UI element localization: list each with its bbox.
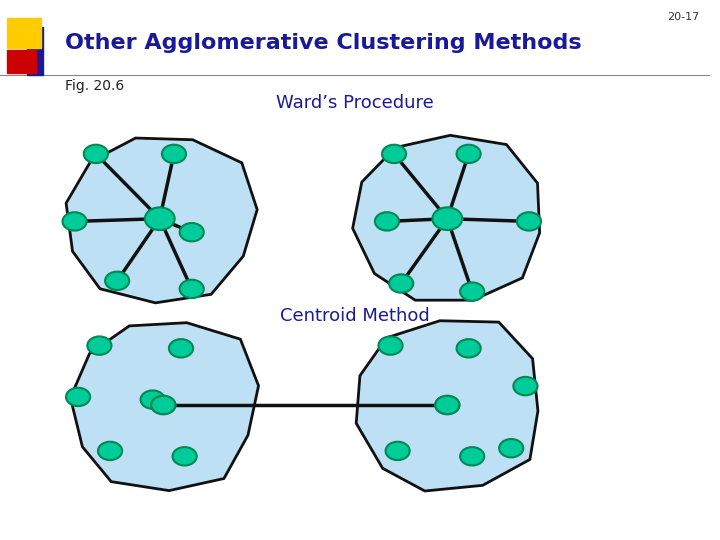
Circle shape bbox=[389, 274, 413, 293]
Circle shape bbox=[63, 212, 86, 231]
Circle shape bbox=[379, 336, 402, 355]
Circle shape bbox=[460, 447, 485, 465]
Circle shape bbox=[436, 396, 459, 414]
Circle shape bbox=[460, 282, 485, 301]
Circle shape bbox=[151, 396, 176, 414]
Circle shape bbox=[84, 145, 108, 163]
Text: 20-17: 20-17 bbox=[667, 12, 699, 22]
Circle shape bbox=[382, 145, 406, 163]
Circle shape bbox=[173, 447, 197, 465]
Circle shape bbox=[517, 212, 541, 231]
Circle shape bbox=[375, 212, 399, 231]
Bar bbox=[7, 50, 35, 73]
Circle shape bbox=[385, 442, 410, 460]
Circle shape bbox=[87, 336, 112, 355]
Circle shape bbox=[456, 145, 481, 163]
Circle shape bbox=[499, 439, 523, 457]
Circle shape bbox=[140, 390, 165, 409]
Circle shape bbox=[179, 280, 204, 298]
Bar bbox=[27, 27, 42, 75]
Text: Other Agglomerative Clustering Methods: Other Agglomerative Clustering Methods bbox=[66, 33, 582, 53]
Circle shape bbox=[513, 377, 538, 395]
Circle shape bbox=[105, 272, 129, 290]
Circle shape bbox=[98, 442, 122, 460]
Circle shape bbox=[169, 339, 193, 357]
Circle shape bbox=[151, 396, 176, 414]
Bar bbox=[7, 18, 41, 48]
Polygon shape bbox=[356, 321, 538, 491]
Polygon shape bbox=[66, 138, 257, 303]
Text: Centroid Method: Centroid Method bbox=[280, 307, 430, 325]
Polygon shape bbox=[71, 323, 258, 491]
Polygon shape bbox=[353, 136, 540, 300]
Text: Fig. 20.6: Fig. 20.6 bbox=[66, 79, 125, 93]
Circle shape bbox=[436, 396, 459, 414]
Circle shape bbox=[433, 207, 462, 230]
Circle shape bbox=[456, 339, 481, 357]
Circle shape bbox=[66, 388, 90, 406]
Text: Ward’s Procedure: Ward’s Procedure bbox=[276, 93, 434, 112]
Circle shape bbox=[145, 207, 175, 230]
Circle shape bbox=[162, 145, 186, 163]
Circle shape bbox=[179, 223, 204, 241]
